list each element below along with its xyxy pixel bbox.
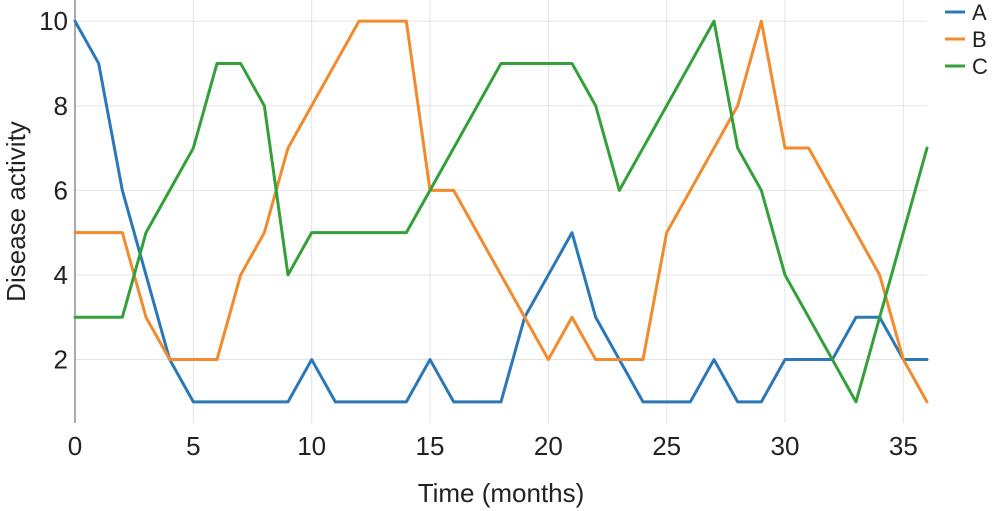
- tick-labels: 0 5 10 15 20 25 30 35 2 4 6 8 10: [39, 6, 918, 461]
- x-tick-label: 10: [297, 431, 326, 461]
- x-tick-label: 30: [771, 431, 800, 461]
- legend-label-c: C: [972, 54, 988, 79]
- legend-label-b: B: [972, 27, 987, 52]
- series-line-c: [73, 19, 929, 404]
- x-axis-title: Time (months): [418, 478, 585, 508]
- y-tick-label: 10: [39, 6, 68, 36]
- series-lines: [73, 19, 929, 404]
- series-line-a: [73, 19, 929, 404]
- y-tick-label: 6: [54, 175, 68, 205]
- series-line-b: [73, 19, 929, 404]
- legend: ABC: [945, 0, 988, 79]
- x-tick-label: 20: [534, 431, 563, 461]
- y-tick-label: 4: [54, 260, 68, 290]
- y-tick-label: 8: [54, 91, 68, 121]
- y-tick-label: 2: [54, 345, 68, 375]
- x-tick-label: 0: [68, 431, 82, 461]
- x-tick-label: 25: [652, 431, 681, 461]
- x-tick-label: 5: [186, 431, 200, 461]
- legend-label-a: A: [972, 0, 987, 25]
- x-tick-label: 15: [416, 431, 445, 461]
- y-axis-title: Disease activity: [1, 121, 31, 302]
- x-tick-label: 35: [889, 431, 918, 461]
